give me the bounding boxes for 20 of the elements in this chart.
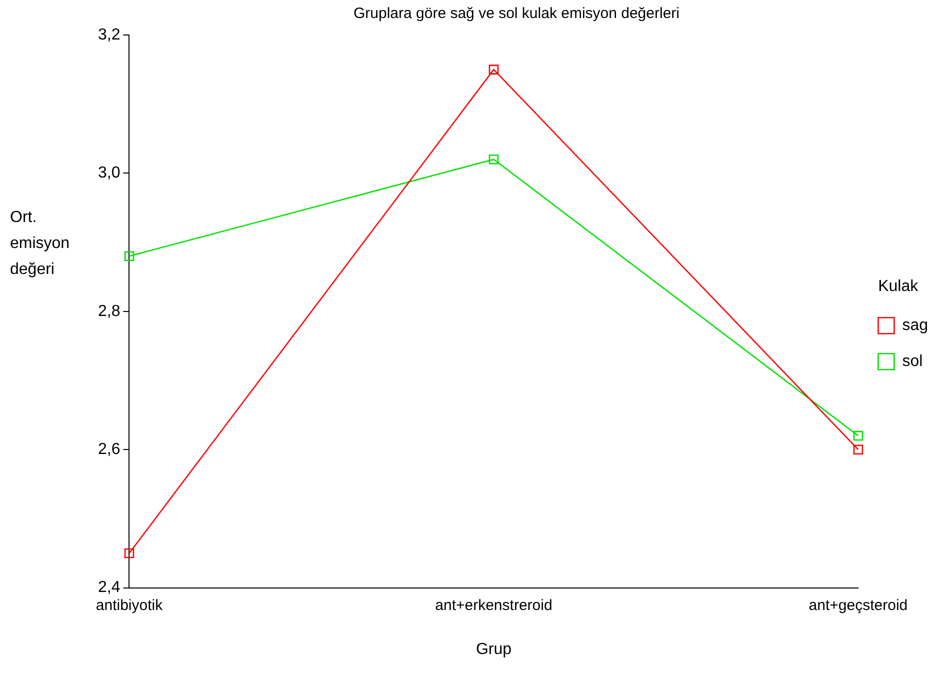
y-tick-label: 3,0 [98, 164, 120, 182]
point [124, 251, 134, 262]
legend-label: sol [902, 353, 923, 370]
x-tick-label: ant+geçsteroid [808, 596, 908, 614]
y-tick-label: 2,6 [98, 441, 120, 458]
chart-title: Gruplara göre sağ ve sol kulak emisyon değerleri [354, 5, 680, 22]
x-axis-title: Grup [476, 640, 512, 658]
y-axis-title: Ort. emisyon değeri [10, 208, 71, 280]
legend-title: Kulak [878, 278, 920, 295]
point [488, 64, 499, 74]
point [124, 548, 134, 558]
point [853, 430, 864, 441]
point [853, 444, 864, 454]
x-tick-label: ant+erkenstreroid [435, 596, 552, 614]
legend-label: sag [902, 317, 928, 334]
y-tick-label: 2,4 [98, 579, 120, 596]
y-tick-label: 3,2 [98, 26, 120, 44]
x-tick-label: antibiyotik [96, 596, 164, 614]
y-tick-label: 2,8 [98, 302, 120, 320]
point [488, 154, 499, 164]
